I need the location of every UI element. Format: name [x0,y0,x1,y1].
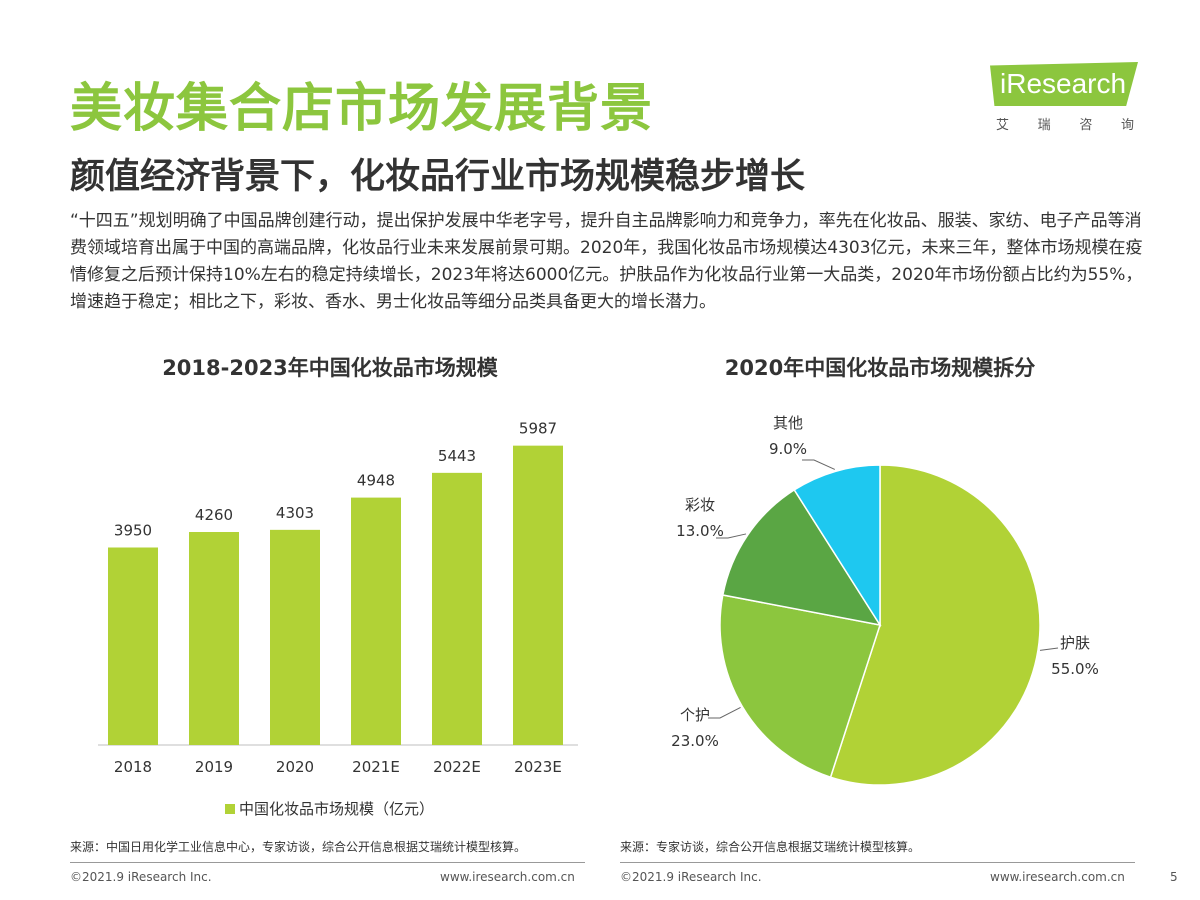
bar-value-label: 4948 [357,472,395,490]
bar [270,529,320,745]
pie-slice-value: 9.0% [769,440,807,458]
bar-value-label: 5987 [519,420,557,438]
bar [513,445,563,745]
pie-slice [719,594,881,779]
page-title: 美妆集合店市场发展背景 [70,79,654,139]
bar-value-label: 4303 [276,504,314,522]
pie-slice-label: 彩妆 [685,496,715,514]
bar [432,472,482,745]
x-tick-label: 2020 [276,758,314,776]
footer-copyright-right: ©2021.9 iResearch Inc. [620,870,762,884]
legend-swatch [225,803,235,814]
logo-cn-char: 艾 [996,118,1010,133]
footer-copyright-left: ©2021.9 iResearch Inc. [70,870,212,884]
bar-chart-title: 2018-2023年中国化妆品市场规模 [162,356,498,380]
pie-leader-line [802,459,836,470]
pie-chart-title: 2020年中国化妆品市场规模拆分 [724,356,1036,380]
logo-cn-char: 瑞 [1037,118,1051,133]
source-right: 来源：专家访谈，综合公开信息根据艾瑞统计模型核算。 [620,840,921,854]
bar [108,547,158,745]
iresearch-logo: iResearch 艾 瑞 咨 询 [990,62,1140,133]
bar-value-label: 4260 [195,506,233,524]
page-number: 5 [1170,870,1178,884]
x-tick-label: 2021E [352,758,400,776]
footer-url-right: www.iresearch.com.cn [990,870,1125,884]
pie-chart: 护肤 55.0% 个护 23.0% 彩妆 13.0% 其他 9.0% [671,414,1099,786]
footer-divider-right [620,862,1135,863]
bar [189,532,239,745]
x-tick-label: 2018 [114,758,152,776]
pie-slice [721,488,882,627]
pie-leader-line [1039,647,1059,651]
bar-value-label: 3950 [114,522,152,540]
pie-slice [793,464,881,628]
pie-leader-line [716,533,747,539]
legend-label: 中国化妆品市场规模（亿元） [239,800,435,818]
bar [351,497,401,745]
bar-value-label: 5443 [438,447,476,465]
logo-cn-char: 咨 [1079,118,1093,133]
pie-slice-value: 13.0% [676,522,724,540]
pie-slice-value: 23.0% [671,732,719,750]
page-subtitle: 颜值经济背景下，化妆品行业市场规模稳步增长 [70,157,806,197]
pie-slice-label: 其他 [773,414,803,432]
footer-url-left: www.iresearch.com.cn [440,870,575,884]
x-tick-label: 2022E [433,758,481,776]
pie-slice-label: 护肤 [1060,634,1090,652]
logo-badge [990,62,1138,106]
footer-divider-left [70,862,585,863]
source-left: 来源：中国日用化学工业信息中心，专家访谈，综合公开信息根据艾瑞统计模型核算。 [70,840,527,854]
logo-cn-char: 询 [1120,118,1134,133]
bar-chart: 3950 2018 4260 2019 4303 2020 4948 2021E 5443 202… [98,420,578,776]
bar-chart-legend: 中国化妆品市场规模（亿元） [225,798,434,819]
pie-slice-value: 55.0% [1051,660,1099,678]
logo-cn-text: 艾 瑞 咨 询 [996,114,1134,133]
pie-leader-line [708,707,741,719]
x-tick-label: 2019 [195,758,233,776]
x-tick-label: 2023E [514,758,562,776]
logo-text: iResearch [1000,68,1127,99]
pie-slice-label: 个护 [680,706,710,724]
pie-slice [829,464,1041,786]
body-paragraph: “十四五”规划明确了中国品牌创建行动，提出保护发展中华老字号，提升自主品牌影响力… [70,211,1143,312]
